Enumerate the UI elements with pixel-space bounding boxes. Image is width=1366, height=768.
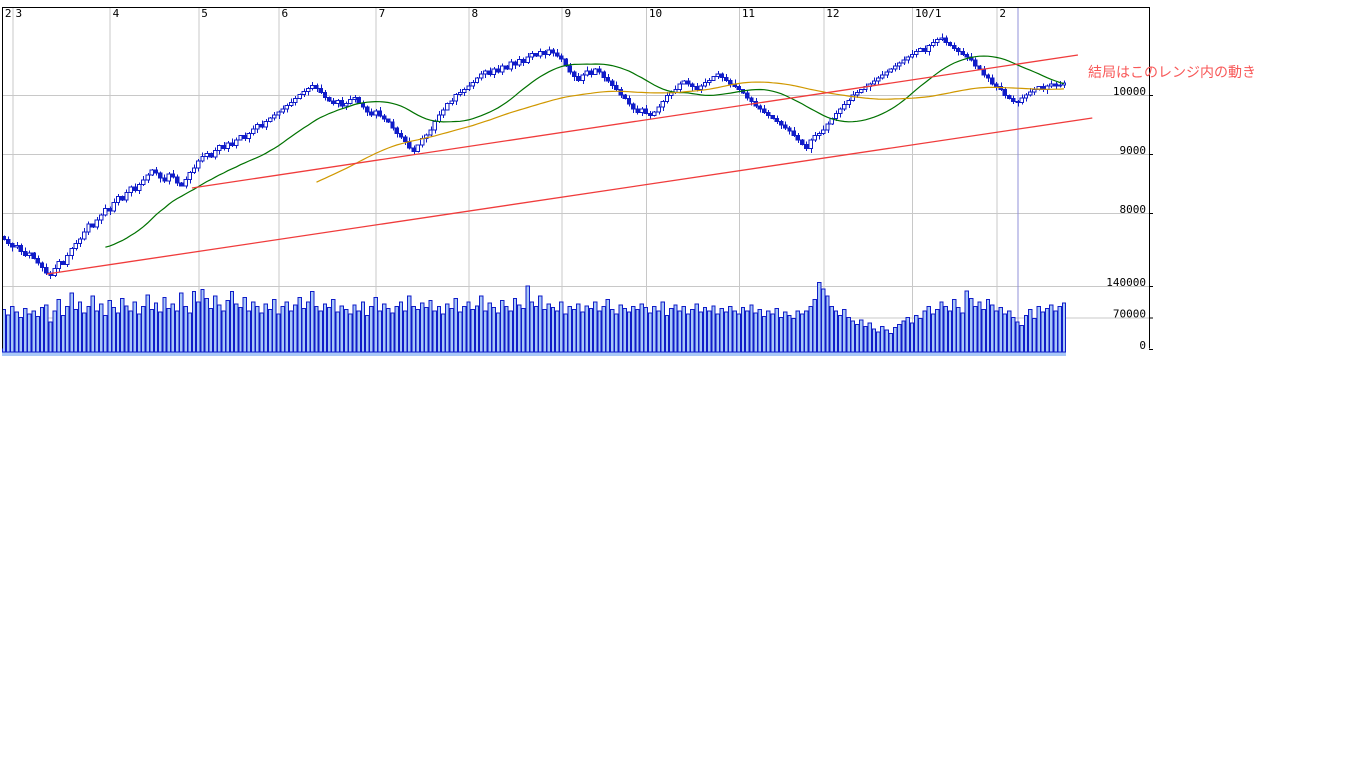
svg-text:2: 2: [5, 7, 12, 20]
svg-text:5: 5: [201, 7, 208, 20]
chart-canvas: 2 3 4 5 6 7 8 9 10 11 12 10/1 2100009000800014000070…: [1, 7, 1153, 356]
ma25-line: [105, 55, 1065, 248]
svg-text:70000: 70000: [1113, 308, 1146, 321]
range-annotation: 結局はこのレンジ内の動き: [1088, 64, 1256, 80]
svg-text:10: 10: [649, 7, 662, 20]
svg-text:8: 8: [472, 7, 479, 20]
axes: [2, 7, 1150, 349]
stock-chart: 2 3 4 5 6 7 8 9 10 11 12 10/1 2 10000 9000 8000 140000 70…: [0, 0, 1366, 380]
svg-text:11: 11: [742, 7, 755, 20]
svg-text:6: 6: [282, 7, 289, 20]
svg-text:140000: 140000: [1106, 276, 1146, 289]
gridlines: [2, 7, 1149, 349]
svg-text:10000: 10000: [1113, 85, 1146, 98]
svg-text:8000: 8000: [1120, 203, 1147, 216]
x-axis-labels: 2 3 4 5 6 7 8 9 10 11 12 10/1 2: [5, 7, 1006, 20]
svg-text:9: 9: [564, 7, 571, 20]
y-axis-labels: 10000 9000 8000 140000 70000 0: [1106, 85, 1153, 352]
svg-text:7: 7: [379, 7, 386, 20]
svg-text:2: 2: [999, 7, 1006, 20]
svg-text:12: 12: [826, 7, 839, 20]
trend-channel: [46, 54, 1093, 275]
svg-text:10/1: 10/1: [915, 7, 942, 20]
svg-text:0: 0: [1139, 339, 1146, 352]
svg-text:3: 3: [15, 7, 22, 20]
svg-text:4: 4: [113, 7, 120, 20]
volume-bars: [1, 281, 1067, 356]
ma75-line: [316, 81, 1065, 183]
svg-text:9000: 9000: [1120, 144, 1147, 157]
candles: [1, 33, 1067, 280]
